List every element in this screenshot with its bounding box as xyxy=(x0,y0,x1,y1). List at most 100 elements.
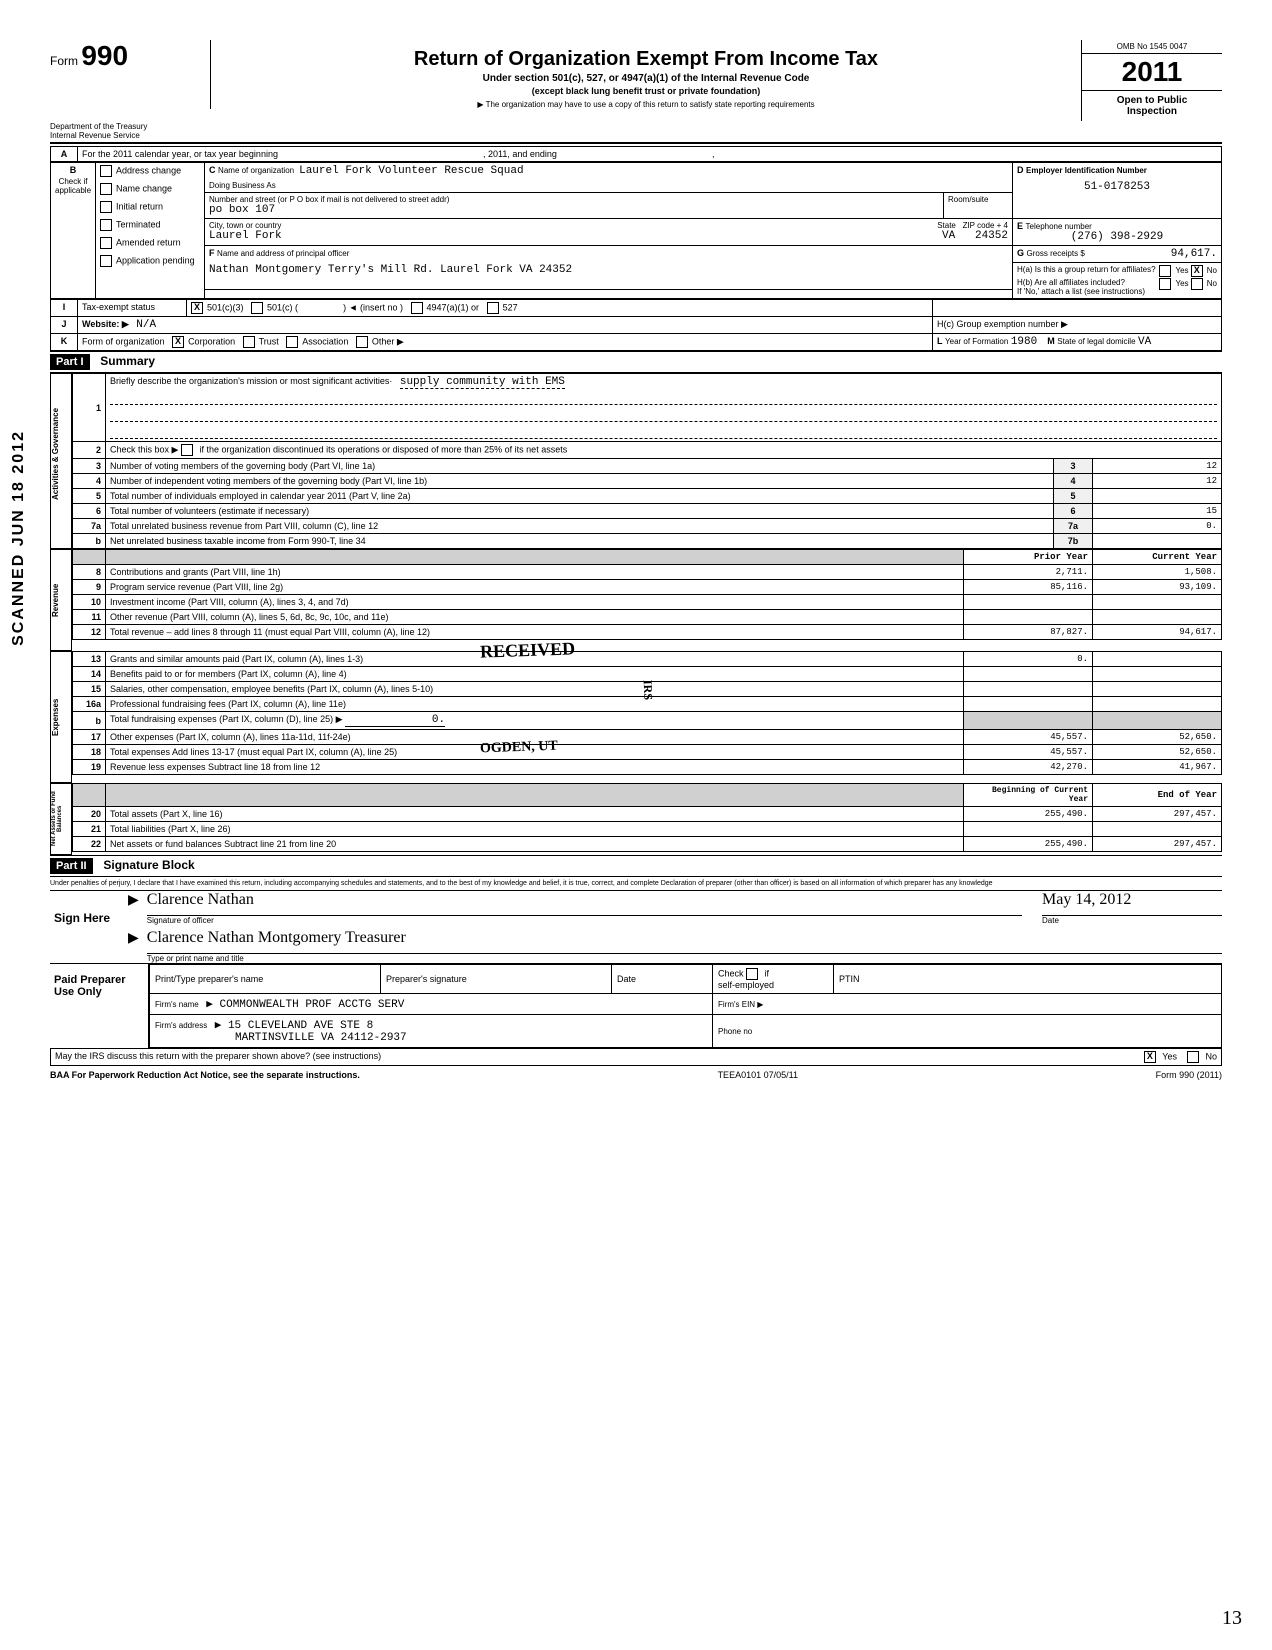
addr-label: Number and street (or P O box if mail is… xyxy=(209,195,939,204)
line10-cy xyxy=(1093,595,1222,610)
line7b-num: b xyxy=(73,534,106,549)
sig-of-officer-label: Signature of officer xyxy=(147,916,1022,925)
line12-py: 87,827. xyxy=(964,625,1093,640)
line9-text: Program service revenue (Part VIII, line… xyxy=(106,580,964,595)
trust: Trust xyxy=(259,336,279,346)
line15-py xyxy=(964,682,1093,697)
check-if-applicable: Check if applicable xyxy=(55,177,91,195)
form-number: 990 xyxy=(81,40,128,71)
zip-label: ZIP code + 4 xyxy=(963,221,1008,230)
line16a-num: 16a xyxy=(73,697,106,712)
527: 527 xyxy=(503,302,518,312)
line16b-val: 0. xyxy=(345,714,445,727)
hb-yes-box[interactable] xyxy=(1159,278,1171,290)
hdr-prior-year: Prior Year xyxy=(964,550,1093,565)
line22-text: Net assets or fund balances Subtract lin… xyxy=(106,837,964,852)
discuss-no-box[interactable] xyxy=(1187,1051,1199,1063)
line10-num: 10 xyxy=(73,595,106,610)
line19-text: Revenue less expenses Subtract line 18 f… xyxy=(106,760,964,775)
gross-label: Gross receipts $ xyxy=(1027,249,1085,258)
row-m-label: M xyxy=(1047,336,1055,346)
line20-py: 255,490. xyxy=(964,807,1093,822)
line9-py: 85,116. xyxy=(964,580,1093,595)
date-label: Date xyxy=(1042,916,1222,925)
part2-label: Part II xyxy=(50,858,93,874)
row-k-label: K xyxy=(51,334,78,351)
firm-name: ▶ COMMONWEALTH PROF ACCTG SERV xyxy=(206,999,404,1011)
opt-name-change: Name change xyxy=(116,183,172,193)
line7a-text: Total unrelated business revenue from Pa… xyxy=(106,519,1054,534)
line11-num: 11 xyxy=(73,610,106,625)
4947-box[interactable] xyxy=(411,302,423,314)
line1-value: supply community with EMS xyxy=(400,376,565,389)
hb-no-box[interactable] xyxy=(1191,278,1203,290)
line2-box[interactable] xyxy=(181,444,193,456)
form-org-label: Form of organization xyxy=(82,336,165,346)
line10-text: Investment income (Part VIII, column (A)… xyxy=(106,595,964,610)
line2-num: 2 xyxy=(73,442,106,459)
side-governance: Activities & Governance xyxy=(51,374,60,534)
discuss-yes-box[interactable]: X xyxy=(1144,1051,1156,1063)
line20-text: Total assets (Part X, line 16) xyxy=(106,807,964,822)
line18-py: 45,557. xyxy=(964,745,1093,760)
line6-val: 15 xyxy=(1093,504,1222,519)
open-public: Open to Public xyxy=(1086,95,1218,106)
line14-cy xyxy=(1093,667,1222,682)
trust-box[interactable] xyxy=(243,336,255,348)
ha-no-box[interactable]: X xyxy=(1191,265,1203,277)
tax-exempt-label: Tax-exempt status xyxy=(78,300,187,317)
line16a-cy xyxy=(1093,697,1222,712)
line16a-py xyxy=(964,697,1093,712)
row-f-label: F xyxy=(209,248,215,258)
prep-date-label: Date xyxy=(612,965,713,994)
city-label: City, town or country xyxy=(209,221,281,230)
dept-treasury: Department of the Treasury xyxy=(50,122,210,131)
formation-value: 1980 xyxy=(1011,336,1037,348)
hb-label: H(b) Are all affiliates included? xyxy=(1017,278,1125,287)
527-box[interactable] xyxy=(487,302,499,314)
assoc-box[interactable] xyxy=(286,336,298,348)
row-l-label: L xyxy=(937,336,943,346)
line5-box: 5 xyxy=(1054,489,1093,504)
self-employed-label: self-employed xyxy=(718,980,774,990)
corp-box[interactable]: X xyxy=(172,336,184,348)
part1-title: Summary xyxy=(92,354,155,368)
other-box[interactable] xyxy=(356,336,368,348)
sign-date: May 14, 2012 xyxy=(1042,891,1131,908)
line13-cy xyxy=(1093,652,1222,667)
line12-num: 12 xyxy=(73,625,106,640)
501c-box[interactable] xyxy=(251,302,263,314)
if-label: if xyxy=(765,968,770,978)
paid-preparer-label: Paid Preparer Use Only xyxy=(50,964,149,1048)
checkbox-terminated[interactable] xyxy=(100,219,112,231)
ha-yes-box[interactable] xyxy=(1159,265,1171,277)
side-expenses: Expenses xyxy=(51,652,60,782)
tax-year: 2011 xyxy=(1082,54,1222,91)
line8-py: 2,711. xyxy=(964,565,1093,580)
checkbox-initial-return[interactable] xyxy=(100,201,112,213)
firm-name-label: Firm's name xyxy=(155,1000,199,1009)
sign-here-label: Sign Here xyxy=(50,891,128,963)
line5-num: 5 xyxy=(73,489,106,504)
4947: 4947(a)(1) or xyxy=(427,302,480,312)
checkbox-name-change[interactable] xyxy=(100,183,112,195)
officer-value: Nathan Montgomery Terry's Mill Rd. Laure… xyxy=(209,264,1008,276)
row-j-label: J xyxy=(51,317,78,334)
checkbox-app-pending[interactable] xyxy=(100,255,112,267)
row-a-text1: For the 2011 calendar year, or tax year … xyxy=(82,149,278,159)
row-g-label: G xyxy=(1017,248,1024,258)
checkbox-amended[interactable] xyxy=(100,237,112,249)
opt-initial-return: Initial return xyxy=(116,201,163,211)
line5-val xyxy=(1093,489,1222,504)
subtitle2: (except black lung benefit trust or priv… xyxy=(221,86,1071,96)
checkbox-address-change[interactable] xyxy=(100,165,112,177)
501c3: 501(c)(3) xyxy=(207,302,244,312)
state-value: VA xyxy=(942,230,955,242)
omb-number: OMB No 1545 0047 xyxy=(1082,40,1222,54)
line15-num: 15 xyxy=(73,682,106,697)
line7b-val xyxy=(1093,534,1222,549)
self-employed-box[interactable] xyxy=(746,968,758,980)
line4-val: 12 xyxy=(1093,474,1222,489)
501c3-box[interactable]: X xyxy=(191,302,203,314)
subtitle1: Under section 501(c), 527, or 4947(a)(1)… xyxy=(221,73,1071,84)
